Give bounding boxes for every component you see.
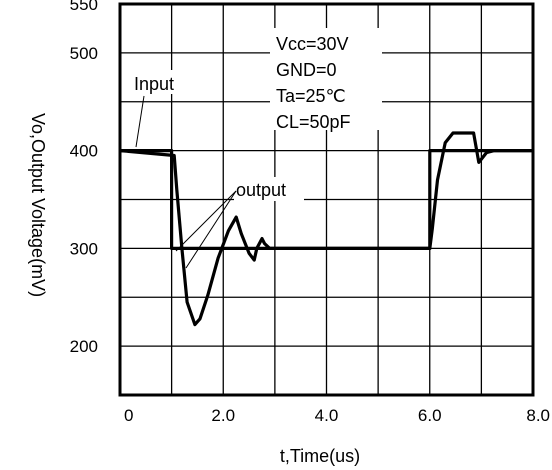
y-tick-label: 500	[70, 44, 98, 63]
series-output-line	[119, 131, 533, 327]
output-leader-line-1	[185, 190, 237, 269]
plot-frame	[118, 2, 535, 397]
y-tick-label: 300	[70, 239, 98, 258]
output-leader-line-2	[175, 190, 237, 252]
x-tick-label: 8.0	[526, 406, 550, 425]
condition-cl: CL=50pF	[276, 112, 351, 132]
x-tick-label: 6.0	[418, 406, 442, 425]
y-tick-labels: 550 500 400 300 200	[70, 0, 98, 356]
input-annotation-bg	[130, 70, 188, 94]
input-annotation: Input	[134, 74, 174, 94]
x-axis-label: t,Time(us)	[280, 446, 360, 466]
y-tick-label: 550	[70, 0, 98, 14]
x-tick-labels: 0 2.0 4.0 6.0 8.0	[124, 406, 550, 425]
condition-ta: Ta=25℃	[276, 86, 346, 106]
condition-gnd: GND=0	[276, 60, 337, 80]
conditions-box	[270, 28, 382, 130]
y-tick-label: 400	[70, 142, 98, 161]
input-leader-line	[135, 95, 145, 148]
y-tick-label: 200	[70, 337, 98, 356]
output-annotation: output	[236, 180, 286, 200]
traces	[119, 131, 533, 327]
output-annotation-bg	[234, 177, 304, 201]
x-tick-label: 0	[124, 406, 133, 425]
x-tick-label: 2.0	[211, 406, 235, 425]
y-axis-label: Vo,Output Voltage(mV)	[28, 113, 48, 297]
condition-vcc: Vcc=30V	[276, 34, 349, 54]
x-tick-label: 4.0	[315, 406, 339, 425]
